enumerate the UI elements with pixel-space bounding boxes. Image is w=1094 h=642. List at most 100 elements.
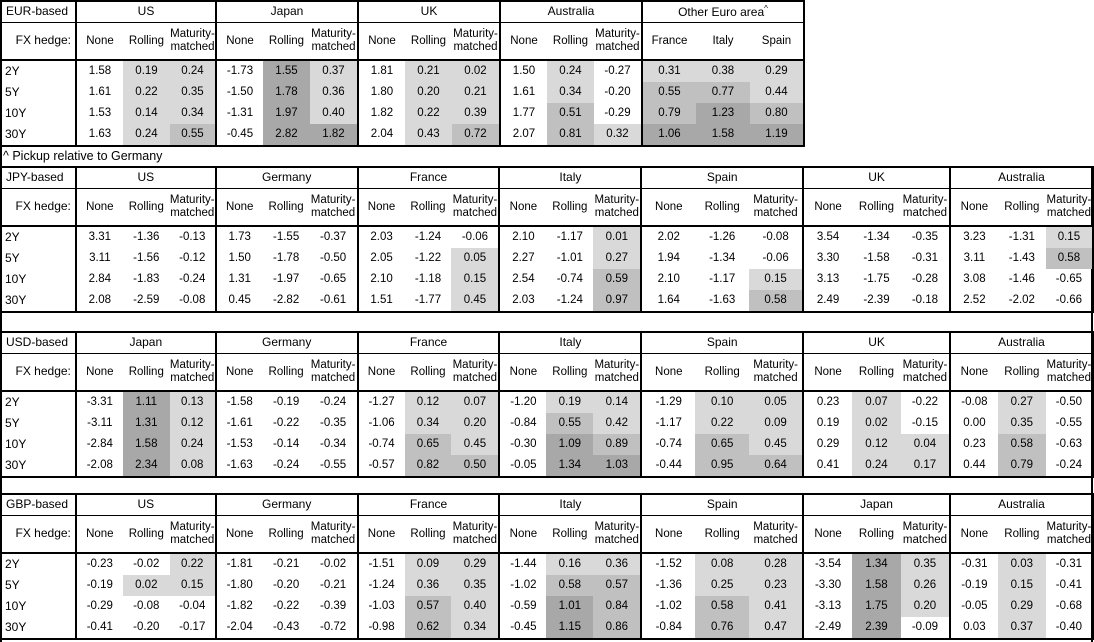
- value-cell: 0.21: [452, 82, 500, 103]
- hedge-column-header: Maturity-matched: [310, 22, 358, 61]
- value-cell: -3.30: [802, 575, 853, 596]
- tenor-row: 2Y -3.31 1.11 0.13 -1.58 -0.19 -0.24 -1.27 0.12 0…: [1, 391, 1093, 413]
- value-cell: -0.15: [911, 417, 939, 430]
- value-cell: -0.20: [604, 86, 631, 99]
- hedge-column-header: Rolling: [695, 188, 750, 227]
- value-cell: -1.27: [356, 391, 405, 413]
- country-name: Spain: [706, 335, 738, 350]
- value-cell: -0.08: [179, 294, 206, 307]
- value-cell: -1.63: [709, 294, 736, 307]
- value-cell: 0.24: [547, 60, 594, 82]
- value-cell: 2.04: [357, 124, 405, 146]
- value-cell: -0.05: [948, 596, 998, 617]
- base-currency-label: JPY-based: [1, 167, 77, 189]
- footnote: ^ Pickup relative to Germany: [3, 149, 163, 163]
- hedge-column-header: Rolling: [262, 188, 310, 227]
- value-cell: 0.80: [750, 103, 804, 124]
- country-header: Australia: [948, 167, 1093, 189]
- value-cell: 2.10: [640, 269, 696, 290]
- data-table: JPY-based US Germany France Italy Spain UK Aust…: [0, 166, 1094, 313]
- value-cell: -0.02: [133, 558, 160, 571]
- value-cell: -1.73: [215, 60, 263, 82]
- base-currency-label: USD-based: [1, 332, 77, 354]
- tenor-label: 10Y: [1, 434, 77, 455]
- hedge-column-header: Rolling: [852, 353, 901, 392]
- value-cell: 0.24: [852, 455, 901, 477]
- country-header-row: JPY-based US Germany France Italy Spain UK Aust…: [1, 167, 1093, 189]
- value-cell: -1.02: [498, 575, 547, 596]
- hedge-column-header: Rolling: [122, 188, 170, 227]
- hedge-column-header: Maturity-matched: [170, 22, 216, 61]
- value-cell: -0.50: [319, 252, 347, 265]
- value-cell: -2.84: [74, 434, 123, 455]
- fx-hedge-label: FX hedge:: [1, 353, 77, 392]
- value-cell: 0.57: [593, 575, 642, 596]
- value-cell: 1.34: [546, 455, 594, 477]
- country-header: Australia: [948, 332, 1093, 354]
- value-cell: 0.35: [170, 82, 216, 103]
- hedge-column-header: None: [802, 515, 853, 554]
- country-header: France: [356, 494, 500, 516]
- value-cell: -0.66: [1055, 294, 1083, 307]
- value-cell: 1.58: [122, 434, 170, 455]
- value-cell: 1.31: [122, 413, 170, 434]
- value-cell: -0.19: [948, 575, 998, 596]
- country-name: Germany: [261, 335, 312, 350]
- value-cell: -1.50: [215, 82, 263, 103]
- value-cell: -0.41: [74, 617, 123, 639]
- value-cell: 1.01: [546, 596, 594, 617]
- hedge-column-header: Rolling: [404, 188, 452, 227]
- value-cell: 0.35: [997, 413, 1046, 434]
- value-cell: -0.74: [640, 434, 696, 455]
- value-cell: -0.37: [319, 231, 347, 244]
- value-cell: -0.22: [911, 396, 939, 409]
- value-cell: 1.34: [852, 553, 901, 575]
- country-name: Italy: [559, 335, 582, 350]
- value-cell: 1.31: [214, 269, 263, 290]
- value-cell: 0.29: [997, 596, 1046, 617]
- hedge-column-header: Rolling: [405, 22, 452, 61]
- value-cell: 0.81: [547, 124, 594, 146]
- value-cell: -1.31: [1008, 231, 1035, 244]
- value-cell: -2.59: [133, 294, 160, 307]
- value-cell: -0.41: [1055, 579, 1083, 592]
- value-cell: -2.04: [214, 617, 263, 639]
- value-cell: 0.22: [695, 413, 750, 434]
- value-cell: 0.14: [593, 391, 642, 413]
- hedge-column-header: None: [498, 353, 547, 392]
- value-cell: 2.49: [802, 290, 853, 312]
- value-cell: -1.26: [709, 231, 736, 244]
- value-cell: -0.22: [273, 600, 300, 613]
- footnote-marker: ^: [764, 3, 768, 13]
- value-cell: -0.22: [273, 417, 300, 430]
- value-cell: -0.55: [319, 459, 347, 472]
- value-cell: 0.23: [948, 434, 998, 455]
- value-cell: 1.61: [499, 82, 547, 103]
- value-cell: -0.29: [604, 107, 631, 120]
- value-cell: -1.63: [214, 455, 263, 477]
- value-cell: -0.24: [319, 396, 347, 409]
- hedge-column-header: None: [214, 353, 263, 392]
- value-cell: 1.09: [546, 434, 594, 455]
- tenor-row: 10Y 1.53 0.14 0.34 -1.31 1.97 0.40 1.82 0.22 0.39…: [1, 103, 804, 124]
- country-name: Japan: [860, 497, 893, 512]
- hedge-column-header: None: [498, 515, 547, 554]
- value-cell: 0.39: [452, 103, 500, 124]
- value-cell: -0.24: [273, 459, 300, 472]
- value-cell: 3.08: [948, 269, 998, 290]
- value-cell: 1.75: [852, 596, 901, 617]
- hedge-column-header: Maturity-matched: [169, 353, 216, 392]
- data-table: EUR-based US Japan UK Australia Other Euro ar…: [0, 0, 805, 147]
- value-cell: -0.14: [273, 438, 300, 451]
- value-cell: -0.21: [319, 579, 347, 592]
- hedge-column-header: Rolling: [852, 515, 901, 554]
- value-cell: -1.56: [133, 252, 160, 265]
- hedge-column-header: Rolling: [546, 515, 594, 554]
- hedge-column-header: Rolling: [122, 353, 170, 392]
- hedge-column-header: Rolling: [262, 515, 310, 554]
- tenor-row: 30Y 1.63 0.24 0.55 -0.45 2.82 1.82 2.04 0.43 0.72…: [1, 124, 804, 146]
- hedge-column-header: None: [356, 515, 405, 554]
- hedge-column-header: None: [214, 188, 263, 227]
- hedge-column-header: Rolling: [546, 353, 594, 392]
- country-header-row: USD-based Japan Germany France Italy Spain UK A…: [1, 332, 1093, 354]
